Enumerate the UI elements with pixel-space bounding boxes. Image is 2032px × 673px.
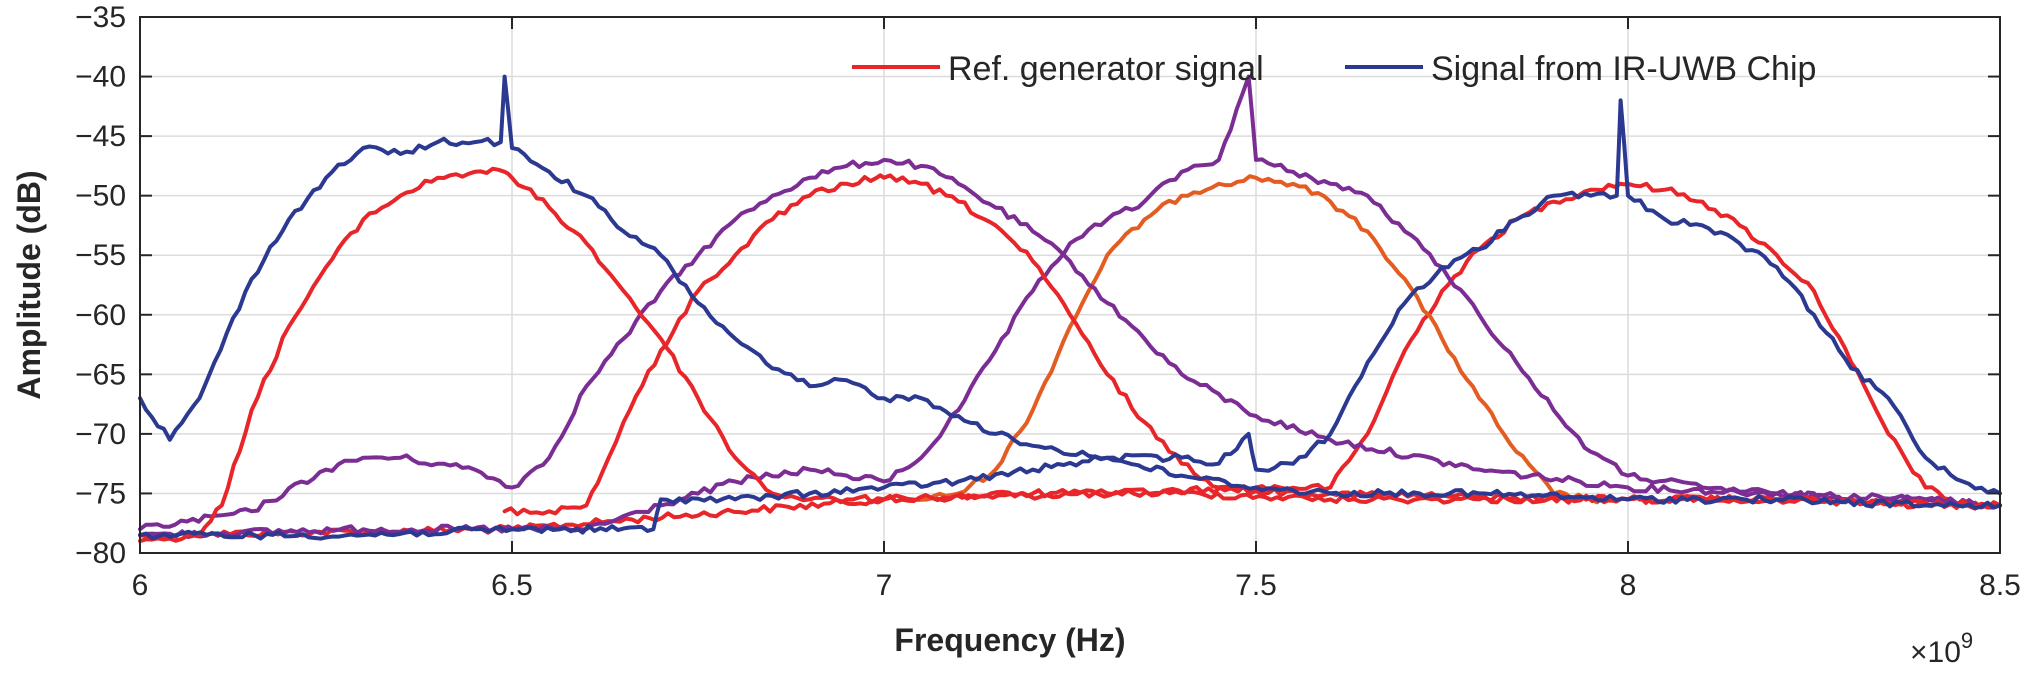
x-tick-label: 7.5	[1235, 569, 1277, 602]
y-axis-title: Amplitude (dB)	[11, 170, 47, 399]
y-tick-label: −80	[75, 537, 126, 570]
grid-lines	[139, 16, 2001, 554]
y-tick-label: −40	[75, 61, 126, 94]
x-tick-label: 8.5	[1979, 569, 2021, 602]
x-tick-label: 7	[876, 569, 893, 602]
x-axis-exponent-power: 9	[1961, 628, 1973, 653]
y-tick-label: −75	[75, 477, 126, 510]
series-layer	[138, 74, 2002, 544]
tick-marks	[139, 16, 2001, 554]
y-tick-label: −50	[75, 180, 126, 213]
axes	[139, 16, 2001, 554]
y-tick-label: −60	[75, 299, 126, 332]
legend: Ref. generator signal Signal from IR-UWB…	[852, 50, 1816, 88]
x-axis-title: Frequency (Hz)	[894, 622, 1125, 658]
series-line	[138, 98, 2002, 541]
x-axis-exponent: ×109	[1910, 628, 1973, 669]
series-line	[919, 174, 1630, 505]
series-line	[138, 166, 2002, 544]
legend-label-ir-uwb-chip: Signal from IR-UWB Chip	[1431, 50, 1816, 88]
series-line	[138, 74, 2002, 511]
y-tick-label: −45	[75, 120, 126, 153]
x-tick-label: 6.5	[491, 569, 533, 602]
series-line	[138, 74, 2002, 539]
y-tick-label: −70	[75, 418, 126, 451]
legend-label-ref-generator: Ref. generator signal	[948, 50, 1264, 88]
y-tick-label: −65	[75, 358, 126, 391]
plot-frame	[139, 16, 2001, 554]
y-tick-label: −35	[75, 1, 126, 34]
x-tick-label: 6	[132, 569, 149, 602]
series-line	[138, 157, 2002, 532]
x-tick-label: 8	[1620, 569, 1637, 602]
series-line	[138, 181, 2002, 541]
x-axis-exponent-base: ×10	[1910, 636, 1961, 669]
y-tick-labels: −80 −75 −70 −65 −60 −55 −50 −45 −40 −35	[75, 1, 126, 570]
y-tick-label: −55	[75, 239, 126, 272]
x-tick-labels: 6 6.5 7 7.5 8 8.5	[132, 569, 2021, 602]
